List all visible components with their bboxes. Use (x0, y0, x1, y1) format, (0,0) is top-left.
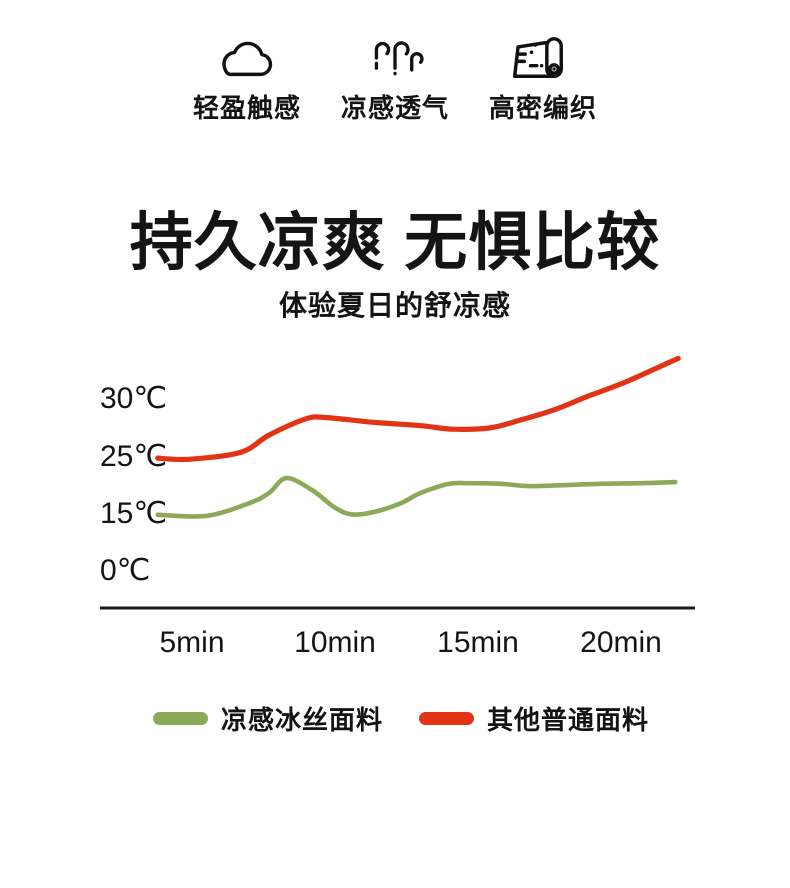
x-axis-tick-label: 5min (159, 626, 225, 659)
feature-label: 凉感透气 (340, 93, 449, 123)
series-line-1 (155, 355, 681, 463)
chart-legend: 凉感冰丝面料 其他普通面料 (0, 700, 790, 737)
feature-high-density-weave: 高密编织 (487, 28, 599, 125)
fabric-roll-icon (506, 28, 580, 82)
legend-swatch (419, 712, 474, 725)
legend-label: 凉感冰丝面料 (220, 705, 383, 735)
series-line-0 (155, 475, 678, 519)
legend-swatch (152, 712, 208, 725)
page-title: 持久凉爽 无惧比较 (129, 208, 661, 278)
feature-label: 轻盈触感 (192, 93, 301, 123)
y-axis-tick-label: 25℃ (100, 440, 168, 473)
page-subtitle: 体验夏日的舒凉感 (278, 290, 511, 321)
y-axis-tick-label: 15℃ (100, 497, 168, 530)
y-axis-tick-label: 0℃ (100, 554, 151, 587)
feature-label: 高密编织 (488, 93, 597, 123)
x-axis-tick-label: 15min (437, 626, 519, 659)
legend-item-0: 凉感冰丝面料 (152, 700, 383, 737)
legend-item-1: 其他普通面料 (419, 700, 649, 737)
feature-row: 轻盈触感 凉感透气 (0, 28, 790, 125)
cloud-icon (214, 28, 280, 82)
steam-icon (366, 28, 424, 82)
x-axis-tick-label: 10min (294, 626, 376, 659)
feature-cool-breathable: 凉感透气 (339, 28, 451, 125)
feature-light-touch: 轻盈触感 (191, 28, 303, 125)
legend-label: 其他普通面料 (487, 705, 650, 735)
x-axis-tick-label: 20min (580, 626, 662, 659)
y-axis-tick-label: 30℃ (100, 382, 168, 415)
